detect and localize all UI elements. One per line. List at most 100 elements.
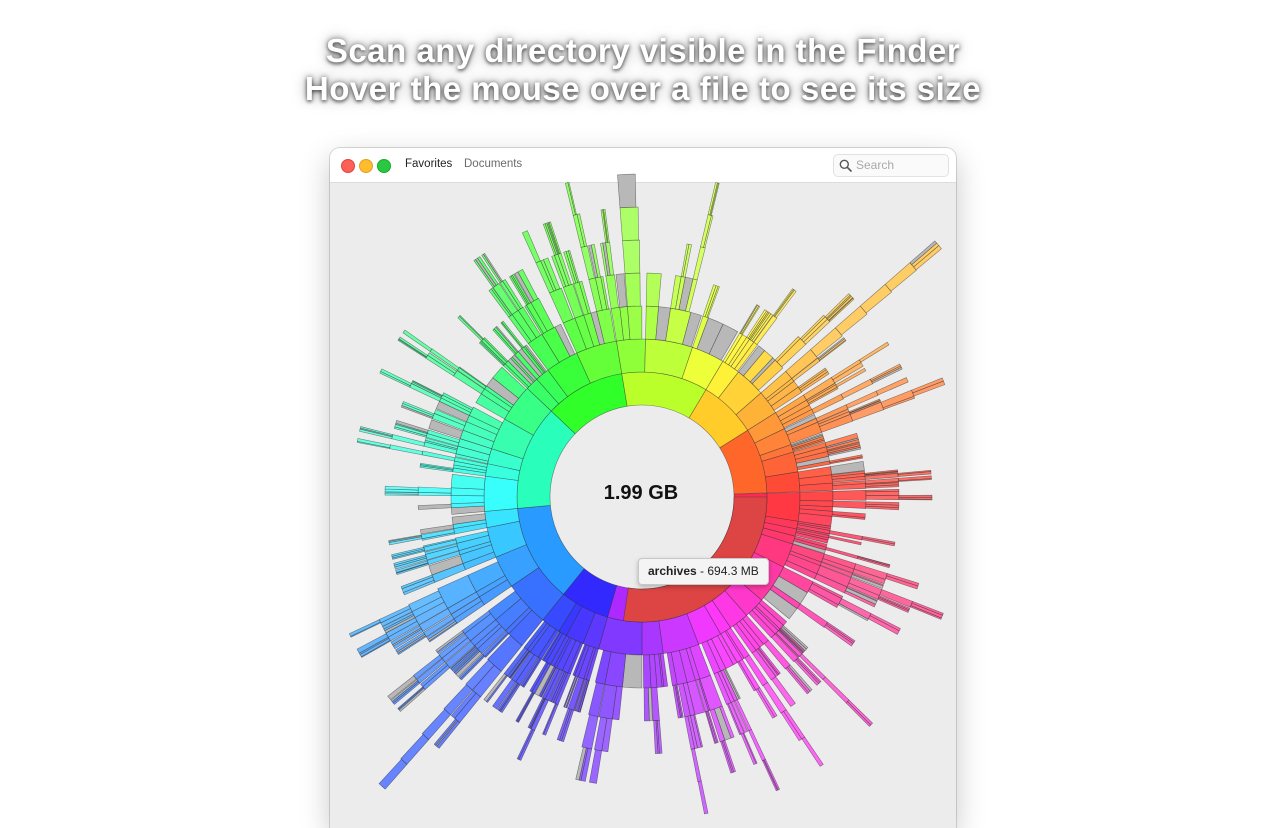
sunburst-segment-262[interactable]	[541, 631, 561, 662]
sunburst-segment-356[interactable]	[356, 633, 389, 654]
sunburst-segment-740[interactable]	[865, 484, 900, 489]
sunburst-segment-273[interactable]	[492, 678, 517, 710]
sunburst-segment-234[interactable]	[543, 703, 559, 736]
sunburst-segment-624[interactable]	[773, 288, 795, 318]
sunburst-segment-598[interactable]	[703, 215, 714, 249]
sunburst-segment-459[interactable]	[380, 368, 412, 387]
sunburst-segment-113[interactable]	[785, 667, 810, 695]
sunburst-segment-384[interactable]	[424, 543, 458, 555]
sunburst-segment-691[interactable]	[849, 400, 882, 415]
sunburst-segment-211[interactable]	[575, 746, 587, 781]
sunburst-segment-463[interactable]	[412, 380, 443, 397]
sunburst-segment-291[interactable]	[450, 690, 477, 719]
sunburst-segment-489[interactable]	[459, 315, 484, 340]
sunburst-segment-197[interactable]	[643, 687, 650, 722]
sunburst-segment-424[interactable]	[389, 444, 424, 456]
sunburst-segment-431[interactable]	[391, 434, 426, 447]
breadcrumb-favorites[interactable]: Favorites	[405, 158, 453, 170]
sunburst-segment-324[interactable]	[390, 679, 419, 703]
sunburst-segment-534[interactable]	[521, 230, 541, 264]
sunburst-segment-128[interactable]	[780, 711, 803, 742]
sunburst-segment-239[interactable]	[548, 670, 565, 703]
sunburst-segment-147[interactable]	[762, 759, 778, 792]
sunburst-segment-410[interactable]	[384, 491, 419, 495]
sunburst-segment-440[interactable]	[394, 424, 428, 437]
sunburst-segment-32[interactable]	[794, 532, 829, 544]
sunburst-segment-327[interactable]	[387, 675, 417, 701]
sunburst-segment-434[interactable]	[359, 426, 394, 437]
sunburst-segment-577[interactable]	[627, 305, 643, 340]
sunburst-segment-185[interactable]	[672, 684, 681, 719]
sunburst-segment-443[interactable]	[395, 420, 429, 433]
sunburst-segment-414[interactable]	[450, 473, 486, 490]
sunburst-segment-636[interactable]	[826, 294, 852, 320]
sunburst-segment-519[interactable]	[502, 279, 524, 310]
sunburst-segment-99[interactable]	[822, 676, 850, 704]
breadcrumb-documents[interactable]: Documents	[464, 158, 523, 170]
sunburst-segment-155[interactable]	[726, 703, 742, 736]
sunburst-segment-436[interactable]	[424, 437, 459, 450]
sunburst-segment-566[interactable]	[616, 338, 646, 374]
sunburst-segment-574[interactable]	[603, 209, 610, 243]
sunburst-segment-649[interactable]	[911, 242, 940, 268]
sunburst-segment-235[interactable]	[542, 703, 557, 735]
sunburst-segment-84[interactable]	[824, 624, 854, 647]
sunburst-segment-82[interactable]	[826, 621, 856, 643]
sunburst-segment-452[interactable]	[433, 409, 467, 427]
sunburst-segment-101[interactable]	[845, 701, 872, 727]
sunburst-segment-677[interactable]	[869, 363, 902, 382]
sunburst-segment-281[interactable]	[483, 673, 507, 702]
sunburst-segment-365[interactable]	[348, 619, 381, 637]
sunburst-segment-341[interactable]	[395, 632, 426, 653]
sunburst-segment-446[interactable]	[428, 419, 464, 439]
sunburst-segment-563[interactable]	[590, 244, 601, 278]
sunburst-segment-487[interactable]	[481, 338, 508, 365]
sunburst-segment-419[interactable]	[420, 462, 454, 470]
sunburst-segment-360[interactable]	[382, 611, 414, 630]
sunburst-segment-451[interactable]	[402, 401, 435, 416]
sunburst-segment-383[interactable]	[393, 554, 427, 566]
sunburst-segment-3[interactable]	[832, 489, 867, 501]
sunburst-segment-317[interactable]	[420, 662, 449, 688]
sunburst-segment-277[interactable]	[507, 649, 530, 678]
sunburst-segment-509[interactable]	[490, 287, 513, 316]
sunburst-segment-564[interactable]	[600, 276, 610, 310]
sunburst-segment-107[interactable]	[794, 659, 820, 686]
sunburst-segment-697[interactable]	[882, 395, 916, 410]
sunburst-segment-83[interactable]	[825, 623, 855, 645]
sunburst-segment-625[interactable]	[774, 289, 797, 319]
sunburst-segment-580[interactable]	[619, 206, 639, 242]
sunburst-segment-205[interactable]	[589, 749, 603, 784]
sunburst-segment-378[interactable]	[395, 560, 429, 573]
minimize-window-button[interactable]	[359, 159, 373, 173]
sunburst-segment-406[interactable]	[450, 495, 485, 504]
sunburst-segment-243[interactable]	[518, 729, 536, 761]
sunburst-segment-14[interactable]	[865, 506, 900, 511]
sunburst-segment-584[interactable]	[645, 272, 662, 308]
sunburst-segment-191[interactable]	[651, 687, 660, 722]
sunburst-segment-248[interactable]	[527, 697, 545, 729]
sunburst-segment-660[interactable]	[799, 371, 830, 393]
sunburst-segment-195[interactable]	[642, 654, 652, 689]
sunburst-segment-672[interactable]	[808, 386, 839, 406]
sunburst-segment-78[interactable]	[807, 588, 839, 608]
sunburst-segment-251[interactable]	[538, 666, 557, 698]
sunburst-segment-485[interactable]	[479, 340, 506, 366]
sunburst-segment-52[interactable]	[850, 574, 884, 589]
zoom-window-button[interactable]	[377, 159, 391, 173]
sunburst-segment-48[interactable]	[852, 568, 886, 585]
sunburst-segment-310[interactable]	[449, 645, 476, 670]
sunburst-segment-40[interactable]	[792, 540, 826, 554]
sunburst-segment-721[interactable]	[830, 460, 865, 475]
sunburst-segment-271[interactable]	[497, 681, 519, 712]
sunburst-segment-390[interactable]	[423, 538, 457, 548]
sunburst-segment-180[interactable]	[691, 748, 702, 782]
sunburst-segment-710[interactable]	[826, 441, 860, 452]
sunburst-segment-295[interactable]	[400, 734, 430, 765]
sunburst-segment-450[interactable]	[401, 402, 434, 418]
sunburst-segment-405[interactable]	[417, 503, 452, 510]
sunburst-segment-576[interactable]	[615, 273, 628, 308]
sunburst-segment-164[interactable]	[720, 740, 733, 774]
sunburst-segment-703[interactable]	[792, 439, 826, 452]
sunburst-segment-58[interactable]	[910, 602, 943, 619]
